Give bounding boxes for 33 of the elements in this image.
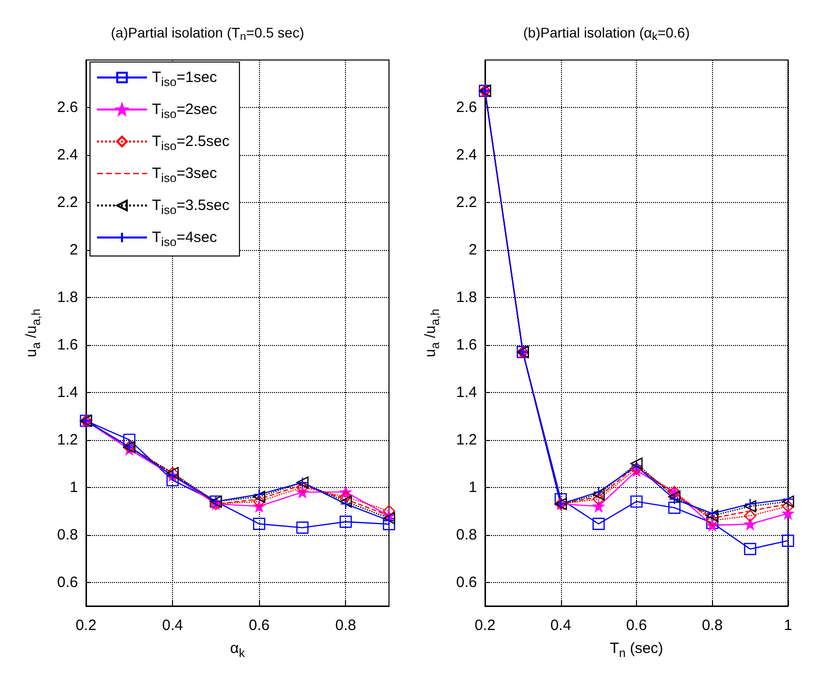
y-tick-label: 2.4 <box>57 146 78 164</box>
y-tick-label: 0.8 <box>456 526 477 544</box>
x-tick-label: 0.6 <box>248 617 270 634</box>
y-tick-label: 0.8 <box>57 526 78 544</box>
y-tick-label: 1 <box>70 478 78 496</box>
y-tick-label: 0.6 <box>57 574 78 591</box>
y-tick-label: 1.6 <box>57 336 78 354</box>
y-tick-label: 1.6 <box>456 336 477 354</box>
y-tick-label: 1.4 <box>456 384 477 401</box>
y-tick-label: 1.2 <box>57 431 78 448</box>
y-tick-label: 2.2 <box>456 194 477 211</box>
x-tick-label: 0.8 <box>702 617 723 634</box>
y-tick-label: 1 <box>468 478 477 496</box>
x-tick-label: 0.8 <box>335 617 356 634</box>
y-tick-label: 2.2 <box>57 194 78 211</box>
y-tick-label: 2.6 <box>456 98 477 116</box>
y-tick-label: 2 <box>468 241 477 258</box>
y-tick-label: 1.8 <box>57 288 78 306</box>
x-tick-label: 0.4 <box>550 617 572 634</box>
y-tick-label: 1.4 <box>57 384 78 401</box>
y-tick-label: 2.4 <box>456 146 477 164</box>
x-tick-label: 0.2 <box>474 617 496 634</box>
x-tick-label: 0.6 <box>626 617 647 634</box>
y-tick-label: 0.6 <box>456 574 477 591</box>
y-axis-title: ua /ua,h <box>422 308 442 358</box>
y-tick-label: 1.8 <box>456 288 477 306</box>
y-axis-title: ua /ua,h <box>23 308 43 358</box>
x-tick-label: 1 <box>784 617 792 634</box>
x-tick-label: 0.2 <box>76 617 96 634</box>
y-tick-label: 2.6 <box>57 98 78 116</box>
y-tick-label: 2 <box>70 241 78 258</box>
x-tick-label: 0.4 <box>162 617 183 634</box>
y-tick-label: 1.2 <box>456 431 477 448</box>
